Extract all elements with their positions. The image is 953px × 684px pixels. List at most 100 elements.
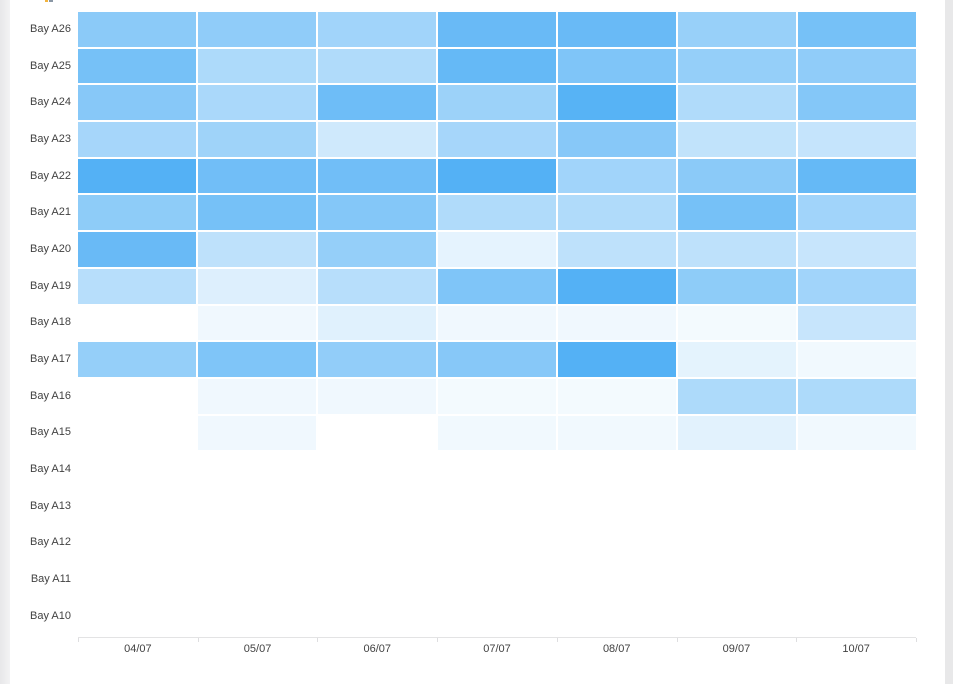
heatmap-cell[interactable] (558, 378, 676, 414)
heatmap-cell[interactable] (438, 415, 556, 451)
heatmap-cell[interactable] (798, 305, 916, 341)
heatmap-cell[interactable] (558, 232, 676, 267)
heatmap-cell (798, 452, 916, 487)
heatmap-cell[interactable] (318, 378, 436, 414)
heatmap-cell[interactable] (678, 415, 796, 451)
heatmap-cell (438, 599, 556, 634)
heatmap-cell[interactable] (318, 268, 436, 304)
heatmap-cell[interactable] (78, 268, 196, 304)
x-axis-tick (317, 638, 319, 642)
heatmap-cell[interactable] (798, 415, 916, 451)
heatmap-cell[interactable] (798, 342, 916, 377)
heatmap-cell[interactable] (78, 48, 196, 84)
heatmap-cell[interactable] (558, 305, 676, 341)
heatmap-cell[interactable] (798, 378, 916, 414)
heatmap-cell (198, 562, 316, 597)
heatmap-cell[interactable] (198, 85, 316, 121)
heatmap-cell (78, 489, 196, 524)
heatmap-cell[interactable] (198, 232, 316, 267)
heatmap-cell[interactable] (78, 232, 196, 267)
heatmap-cell[interactable] (198, 342, 316, 377)
y-axis-label: Bay A10 (30, 609, 71, 622)
heatmap-cell[interactable] (318, 48, 436, 84)
heatmap-cell[interactable] (78, 195, 196, 231)
heatmap-cell[interactable] (678, 268, 796, 304)
heatmap-cell[interactable] (678, 85, 796, 121)
heatmap-cell (798, 489, 916, 524)
heatmap-cell[interactable] (438, 12, 556, 47)
heatmap-cell[interactable] (198, 268, 316, 304)
heatmap-cell[interactable] (798, 195, 916, 231)
heatmap-cell[interactable] (438, 305, 556, 341)
heatmap-cell[interactable] (438, 48, 556, 84)
heatmap-cell (678, 562, 796, 597)
heatmap-cell[interactable] (198, 305, 316, 341)
heatmap-cell[interactable] (438, 122, 556, 157)
heatmap-cell[interactable] (438, 232, 556, 267)
heatmap-cell[interactable] (798, 85, 916, 121)
heatmap-cell (318, 452, 436, 487)
heatmap-cell (798, 562, 916, 597)
heatmap-cell[interactable] (438, 342, 556, 377)
heatmap-cell[interactable] (198, 378, 316, 414)
heatmap-cell[interactable] (558, 48, 676, 84)
heatmap-cell[interactable] (798, 158, 916, 194)
heatmap-cell[interactable] (678, 378, 796, 414)
heatmap-cell[interactable] (318, 305, 436, 341)
heatmap-cell[interactable] (558, 415, 676, 451)
y-axis-label: Bay A18 (30, 316, 71, 329)
heatmap-cell[interactable] (198, 415, 316, 451)
heatmap-cell (78, 306, 196, 341)
heatmap-cell[interactable] (198, 48, 316, 84)
heatmap-cell[interactable] (678, 305, 796, 341)
clipped-edge-fragment (45, 0, 53, 2)
heatmap-cell (558, 526, 676, 561)
heatmap-cell[interactable] (558, 122, 676, 157)
heatmap-cell[interactable] (318, 122, 436, 157)
heatmap-cell[interactable] (678, 12, 796, 47)
heatmap-cell[interactable] (438, 268, 556, 304)
heatmap-cell[interactable] (318, 12, 436, 47)
heatmap-cell[interactable] (678, 48, 796, 84)
heatmap-cell[interactable] (198, 195, 316, 231)
heatmap-cell[interactable] (198, 12, 316, 47)
heatmap-cell[interactable] (318, 232, 436, 267)
heatmap-cell[interactable] (78, 342, 196, 377)
x-axis-label: 08/07 (602, 643, 631, 655)
heatmap-cell[interactable] (558, 195, 676, 231)
heatmap-cell[interactable] (198, 122, 316, 157)
heatmap-cell[interactable] (438, 85, 556, 121)
heatmap-cell[interactable] (78, 12, 196, 47)
heatmap-cell[interactable] (558, 12, 676, 47)
heatmap-cell[interactable] (318, 158, 436, 194)
heatmap-cell[interactable] (318, 85, 436, 121)
heatmap-cell[interactable] (678, 122, 796, 157)
heatmap-cell[interactable] (798, 122, 916, 157)
x-axis-tick (78, 638, 79, 642)
heatmap-cell[interactable] (78, 158, 196, 194)
heatmap-cell[interactable] (678, 158, 796, 194)
heatmap-cell[interactable] (678, 232, 796, 267)
heatmap-cell[interactable] (318, 195, 436, 231)
heatmap-cell[interactable] (798, 48, 916, 84)
heatmap-cell[interactable] (438, 195, 556, 231)
heatmap-cell[interactable] (318, 342, 436, 377)
heatmap-cell[interactable] (798, 232, 916, 267)
heatmap-cell[interactable] (558, 342, 676, 377)
heatmap-cell[interactable] (798, 12, 916, 47)
x-axis-tick (437, 638, 439, 642)
heatmap-cell[interactable] (438, 158, 556, 194)
heatmap-cell[interactable] (198, 158, 316, 194)
heatmap-cell[interactable] (558, 268, 676, 304)
heatmap-cell (198, 599, 316, 634)
heatmap-cell[interactable] (558, 85, 676, 121)
heatmap-cell[interactable] (78, 85, 196, 121)
heatmap-cell[interactable] (438, 378, 556, 414)
heatmap-cell[interactable] (678, 195, 796, 231)
heatmap-cell[interactable] (678, 342, 796, 377)
heatmap-cell[interactable] (798, 268, 916, 304)
y-axis-label: Bay A22 (30, 169, 71, 182)
heatmap-cell[interactable] (558, 158, 676, 194)
y-axis-label: Bay A15 (30, 426, 71, 439)
heatmap-cell[interactable] (78, 122, 196, 157)
